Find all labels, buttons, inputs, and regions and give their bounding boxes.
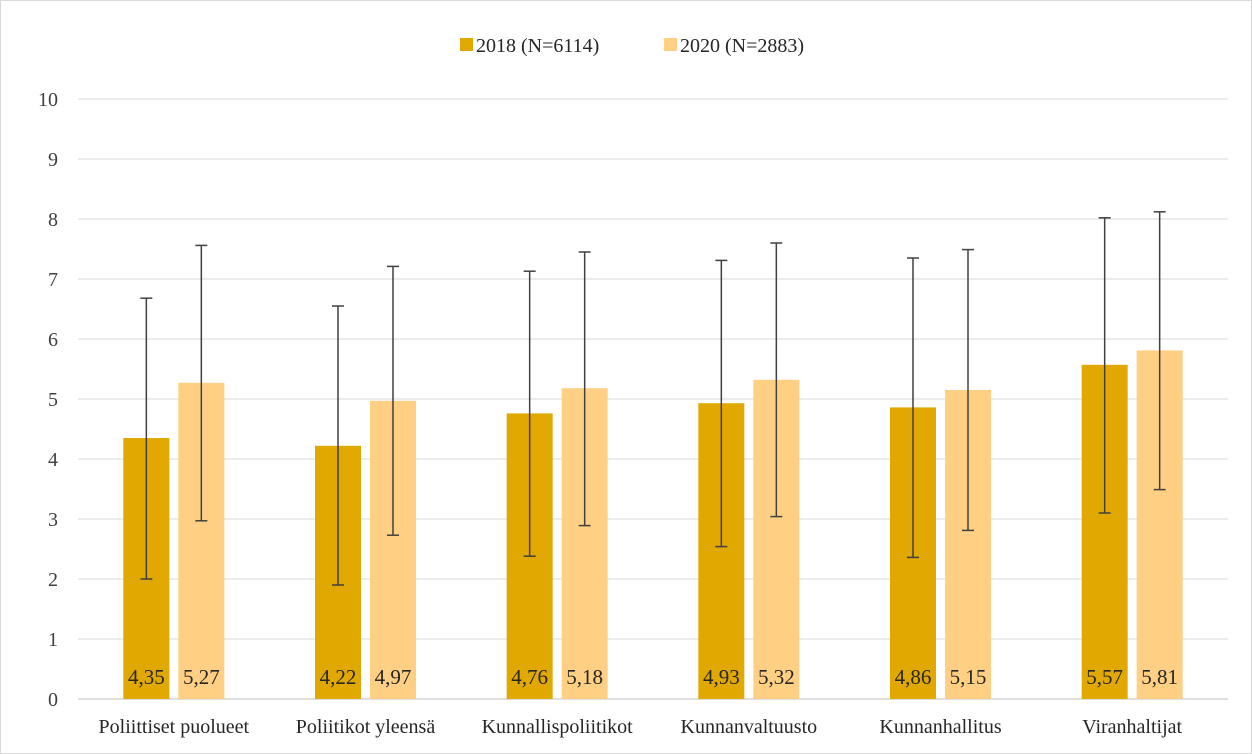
y-tick-label: 6 [48, 329, 58, 351]
legend-label: 2018 (N=6114) [476, 35, 599, 57]
y-tick-label: 0 [48, 689, 58, 711]
x-tick-label: Kunnallispoliitikot [482, 716, 634, 738]
x-tick-label: Kunnanhallitus [879, 716, 1001, 738]
y-tick-label: 9 [48, 149, 58, 171]
x-tick-label: Poliitikot yleensä [296, 716, 436, 738]
data-label: 4,22 [320, 665, 357, 689]
data-label: 4,93 [703, 665, 740, 689]
x-tick-label: Viranhaltijat [1082, 716, 1182, 738]
y-tick-label: 7 [48, 269, 58, 291]
y-tick-label: 8 [48, 209, 58, 231]
y-tick-label: 1 [48, 629, 58, 651]
y-tick-label: 3 [48, 509, 58, 531]
legend-swatch [664, 38, 677, 51]
data-label: 5,32 [758, 665, 795, 689]
y-tick-label: 4 [48, 449, 58, 471]
data-label: 5,27 [183, 665, 220, 689]
data-label: 4,76 [511, 665, 548, 689]
y-tick-label: 2 [48, 569, 58, 591]
x-tick-label: Kunnanvaltuusto [681, 716, 818, 738]
legend-swatch [460, 38, 473, 51]
data-label: 5,15 [950, 665, 987, 689]
data-label: 4,97 [375, 665, 412, 689]
legend-label: 2020 (N=2883) [680, 35, 804, 57]
data-label: 5,18 [566, 665, 603, 689]
data-label: 5,81 [1141, 665, 1178, 689]
y-tick-label: 10 [38, 89, 58, 111]
x-tick-label: Poliittiset puolueet [99, 716, 250, 738]
data-label: 5,57 [1086, 665, 1123, 689]
y-tick-label: 5 [48, 389, 58, 411]
data-label: 4,35 [128, 665, 165, 689]
data-label: 4,86 [895, 665, 932, 689]
